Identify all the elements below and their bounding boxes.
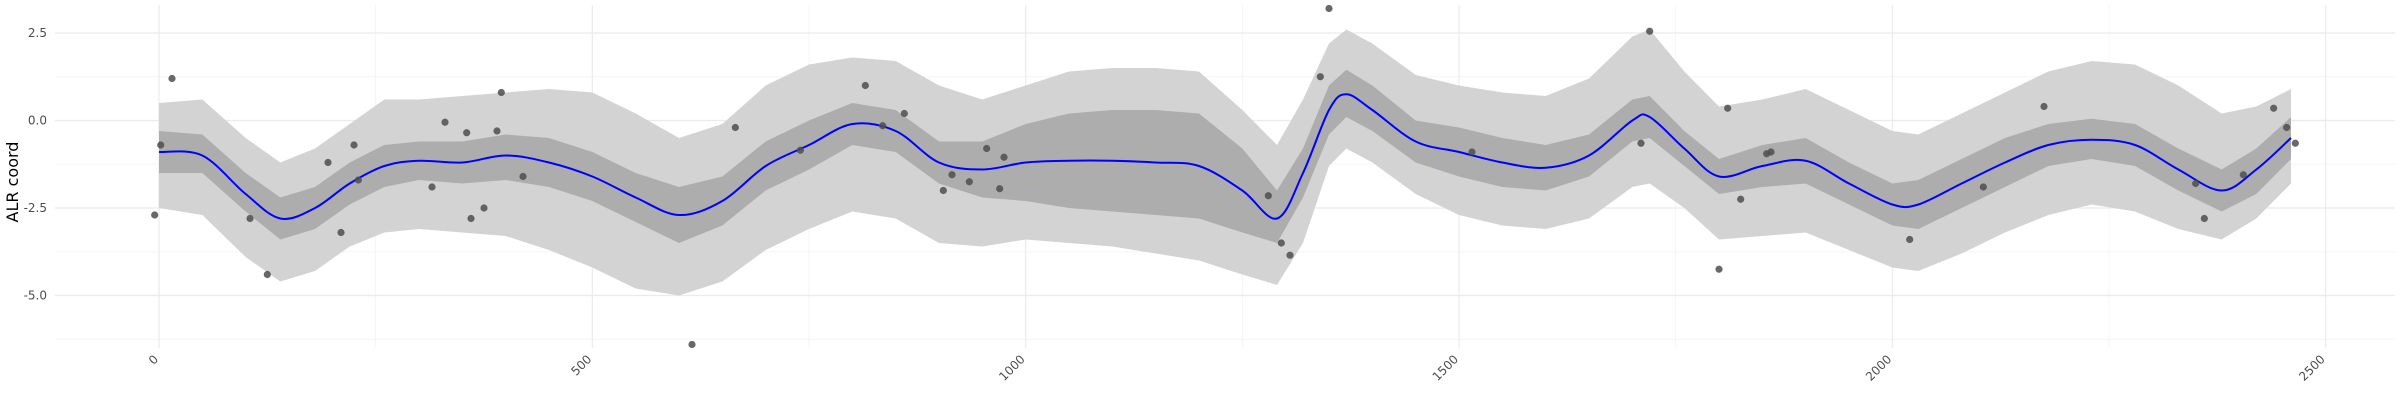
x-tick-label: 2000 xyxy=(1863,352,1894,383)
data-point xyxy=(467,214,475,223)
data-point xyxy=(1468,148,1476,156)
data-point xyxy=(519,172,527,181)
data-point xyxy=(497,88,505,97)
data-point xyxy=(1637,139,1645,147)
data-point xyxy=(1277,239,1285,247)
data-point xyxy=(1715,265,1723,273)
data-points xyxy=(151,4,2299,349)
data-point xyxy=(480,204,488,212)
data-point xyxy=(879,122,887,130)
y-tick-label: 0.0 xyxy=(28,114,47,128)
x-tick-label: 0 xyxy=(146,352,161,367)
data-point xyxy=(493,127,501,135)
data-point xyxy=(263,270,271,279)
data-point xyxy=(996,185,1004,193)
data-point xyxy=(2283,123,2291,132)
data-point xyxy=(1737,195,1745,203)
data-point xyxy=(2239,171,2247,179)
x-tick-label: 1000 xyxy=(996,352,1027,383)
data-point xyxy=(428,183,436,191)
data-point xyxy=(1316,73,1324,81)
data-point xyxy=(337,228,345,237)
confidence-band-inner xyxy=(159,69,2291,243)
data-point xyxy=(441,118,449,126)
data-point xyxy=(1264,192,1272,200)
x-axis-ticks: 0 500 1000 1500 2000 2500 xyxy=(146,352,2328,383)
data-point xyxy=(939,186,947,195)
y-tick-label: -5.0 xyxy=(24,289,47,303)
data-point xyxy=(354,176,362,184)
data-point xyxy=(2192,179,2200,188)
data-point xyxy=(983,144,991,153)
data-point xyxy=(2270,104,2278,112)
data-point xyxy=(1646,27,1654,35)
x-tick-label: 2500 xyxy=(2296,352,2327,383)
data-point xyxy=(688,340,696,349)
data-point xyxy=(948,171,956,179)
data-point xyxy=(900,109,908,118)
data-point xyxy=(246,214,254,223)
data-point xyxy=(168,74,176,83)
y-tick-label: 2.5 xyxy=(28,26,47,40)
data-point xyxy=(731,123,739,132)
data-point xyxy=(796,146,804,154)
data-point xyxy=(2040,102,2048,111)
x-tick-label: 500 xyxy=(568,352,594,378)
data-point xyxy=(1000,153,1008,161)
data-point xyxy=(1906,235,1914,244)
data-point xyxy=(861,81,869,90)
data-point xyxy=(1724,104,1732,112)
data-point xyxy=(1286,251,1294,259)
x-tick-label: 1500 xyxy=(1430,352,1461,383)
y-axis-title: ALR coord xyxy=(3,142,22,223)
data-point xyxy=(463,129,471,137)
data-point xyxy=(151,211,159,219)
data-point xyxy=(1767,148,1775,156)
data-point xyxy=(2200,214,2208,223)
data-point xyxy=(324,158,332,167)
data-point xyxy=(1325,4,1333,13)
data-point xyxy=(1979,183,1987,191)
y-axis-ticks: -5.0 -2.5 0.0 2.5 xyxy=(24,26,47,303)
data-point xyxy=(2291,139,2299,147)
data-point xyxy=(157,141,165,149)
data-point xyxy=(965,178,973,186)
smooth-fit-line xyxy=(158,93,2292,220)
y-tick-label: -2.5 xyxy=(24,201,47,215)
data-point xyxy=(350,141,358,149)
